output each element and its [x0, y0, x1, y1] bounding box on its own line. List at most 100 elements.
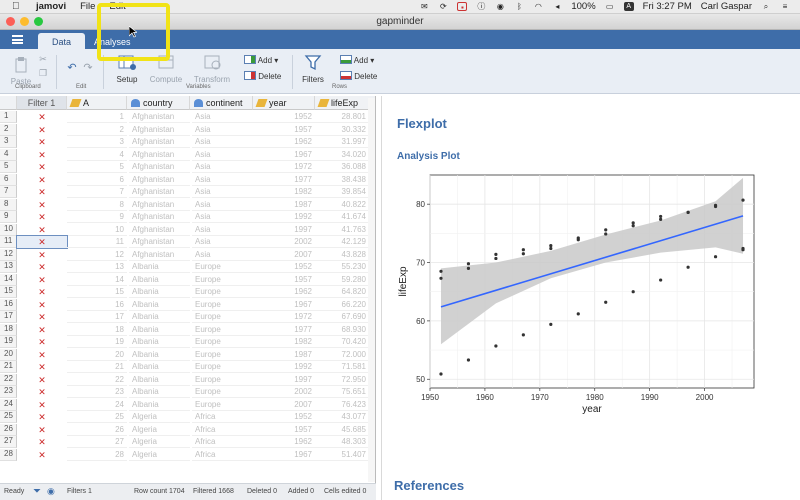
row-number[interactable]: 11: [0, 236, 17, 248]
cell-lifeexp[interactable]: 59.280: [315, 274, 369, 286]
cell-country[interactable]: Algeria: [129, 449, 190, 461]
row-number[interactable]: 26: [0, 423, 17, 436]
cell-year[interactable]: 2002: [253, 386, 315, 398]
cell-continent[interactable]: Asia: [192, 174, 253, 186]
column-header-continent[interactable]: continent: [190, 96, 253, 110]
calendar-icon[interactable]: ▪: [457, 2, 468, 12]
cell-a[interactable]: 9: [67, 211, 127, 223]
filter-excluded-icon[interactable]: ✕: [38, 249, 46, 260]
cell-a[interactable]: 27: [67, 436, 127, 448]
bluetooth-icon[interactable]: ᛒ: [516, 2, 522, 11]
cell-continent[interactable]: Europe: [192, 274, 253, 286]
cell-a[interactable]: 23: [67, 386, 127, 398]
cell-country[interactable]: Albania: [129, 374, 190, 386]
cell-continent[interactable]: Africa: [192, 411, 253, 423]
row-number[interactable]: 5: [0, 161, 17, 173]
cell-year[interactable]: 1967: [253, 149, 315, 161]
cell-a[interactable]: 17: [67, 311, 127, 323]
column-header-filter1[interactable]: Filter 1: [17, 96, 67, 110]
filter-excluded-icon[interactable]: ✕: [38, 199, 46, 210]
cell-lifeexp[interactable]: 43.828: [315, 249, 369, 261]
cell-country[interactable]: Albania: [129, 311, 190, 323]
cell-continent[interactable]: Europe: [192, 261, 253, 273]
cell-lifeexp[interactable]: 67.690: [315, 311, 369, 323]
cell-year[interactable]: 1952: [253, 411, 315, 423]
column-header-country[interactable]: country: [127, 96, 190, 110]
filter-excluded-icon[interactable]: ✕: [38, 212, 46, 222]
hamburger-menu-icon[interactable]: [12, 35, 23, 44]
cell-a[interactable]: 1: [67, 111, 127, 123]
cell-country[interactable]: Afghanistan: [129, 186, 190, 198]
cell-country[interactable]: Afghanistan: [129, 124, 190, 136]
row-number[interactable]: 21: [0, 361, 17, 373]
cell-year[interactable]: 1987: [253, 199, 315, 211]
row-number[interactable]: 20: [0, 348, 17, 361]
cell-year[interactable]: 1992: [253, 361, 315, 373]
cell-a[interactable]: 12: [67, 249, 127, 261]
row-number[interactable]: 27: [0, 436, 17, 448]
cell-continent[interactable]: Asia: [192, 111, 253, 123]
cell-country[interactable]: Afghanistan: [129, 136, 190, 148]
cell-year[interactable]: 1962: [253, 436, 315, 448]
row-number[interactable]: 25: [0, 411, 17, 423]
cell-lifeexp[interactable]: 34.020: [315, 149, 369, 161]
cell-a[interactable]: 24: [67, 399, 127, 411]
cell-a[interactable]: 7: [67, 186, 127, 198]
row-number[interactable]: 16: [0, 298, 17, 311]
cell-a[interactable]: 2: [67, 124, 127, 136]
results-title[interactable]: Flexplot: [397, 116, 447, 131]
cell-lifeexp[interactable]: 72.000: [315, 349, 369, 361]
cell-continent[interactable]: Europe: [192, 324, 253, 336]
cell-continent[interactable]: Asia: [192, 249, 253, 261]
filter-excluded-icon[interactable]: ✕: [38, 287, 46, 297]
cell-continent[interactable]: Europe: [192, 374, 253, 386]
cell-year[interactable]: 1982: [253, 336, 315, 348]
spotlight-icon[interactable]: ⌕: [763, 2, 769, 11]
notification-center-icon[interactable]: ≡: [782, 2, 788, 11]
filter-excluded-icon[interactable]: ✕: [38, 387, 46, 397]
corner-cell[interactable]: [0, 96, 17, 110]
filter-excluded-icon[interactable]: ✕: [38, 424, 46, 435]
wifi-icon[interactable]: ◠: [534, 2, 542, 11]
cell-a[interactable]: 13: [67, 261, 127, 273]
minimize-window-button[interactable]: [20, 17, 29, 26]
copy-button[interactable]: ❐: [37, 68, 49, 79]
delete-variable-button[interactable]: Delete: [244, 71, 284, 81]
row-number[interactable]: 1: [0, 111, 17, 123]
cell-continent[interactable]: Europe: [192, 386, 253, 398]
cell-country[interactable]: Albania: [129, 324, 190, 336]
cell-lifeexp[interactable]: 55.230: [315, 261, 369, 273]
cell-lifeexp[interactable]: 31.997: [315, 136, 369, 148]
cell-lifeexp[interactable]: 38.438: [315, 174, 369, 186]
column-header-a[interactable]: A: [67, 96, 127, 110]
cell-continent[interactable]: Europe: [192, 349, 253, 361]
cell-year[interactable]: 1967: [253, 299, 315, 311]
cell-a[interactable]: 20: [67, 349, 127, 361]
row-number[interactable]: 24: [0, 398, 17, 411]
add-row-button[interactable]: Add ▾: [340, 55, 380, 65]
cell-a[interactable]: 25: [67, 411, 127, 423]
row-number[interactable]: 28: [0, 448, 17, 461]
cell-year[interactable]: 1957: [253, 274, 315, 286]
cell-continent[interactable]: Asia: [192, 199, 253, 211]
filter-excluded-icon[interactable]: ✕: [38, 449, 46, 460]
cell-lifeexp[interactable]: 64.820: [315, 286, 369, 298]
cell-continent[interactable]: Europe: [192, 286, 253, 298]
menu-app[interactable]: jamovi: [36, 1, 67, 12]
cell-a[interactable]: 18: [67, 324, 127, 336]
cell-continent[interactable]: Asia: [192, 161, 253, 173]
cell-a[interactable]: 21: [67, 361, 127, 373]
cell-a[interactable]: 14: [67, 274, 127, 286]
battery-icon[interactable]: ▭: [605, 2, 614, 11]
cell-country[interactable]: Albania: [129, 261, 190, 273]
cell-year[interactable]: 1992: [253, 211, 315, 223]
cell-country[interactable]: Albania: [129, 399, 190, 411]
filter-excluded-icon[interactable]: ✕: [38, 349, 46, 360]
cell-continent[interactable]: Asia: [192, 224, 253, 236]
apple-menu-icon[interactable]: : [12, 1, 22, 12]
cell-lifeexp[interactable]: 66.220: [315, 299, 369, 311]
row-number[interactable]: 6: [0, 173, 17, 186]
cell-year[interactable]: 1967: [253, 449, 315, 461]
column-header-year[interactable]: year: [253, 96, 315, 110]
cell-a[interactable]: 28: [67, 449, 127, 461]
